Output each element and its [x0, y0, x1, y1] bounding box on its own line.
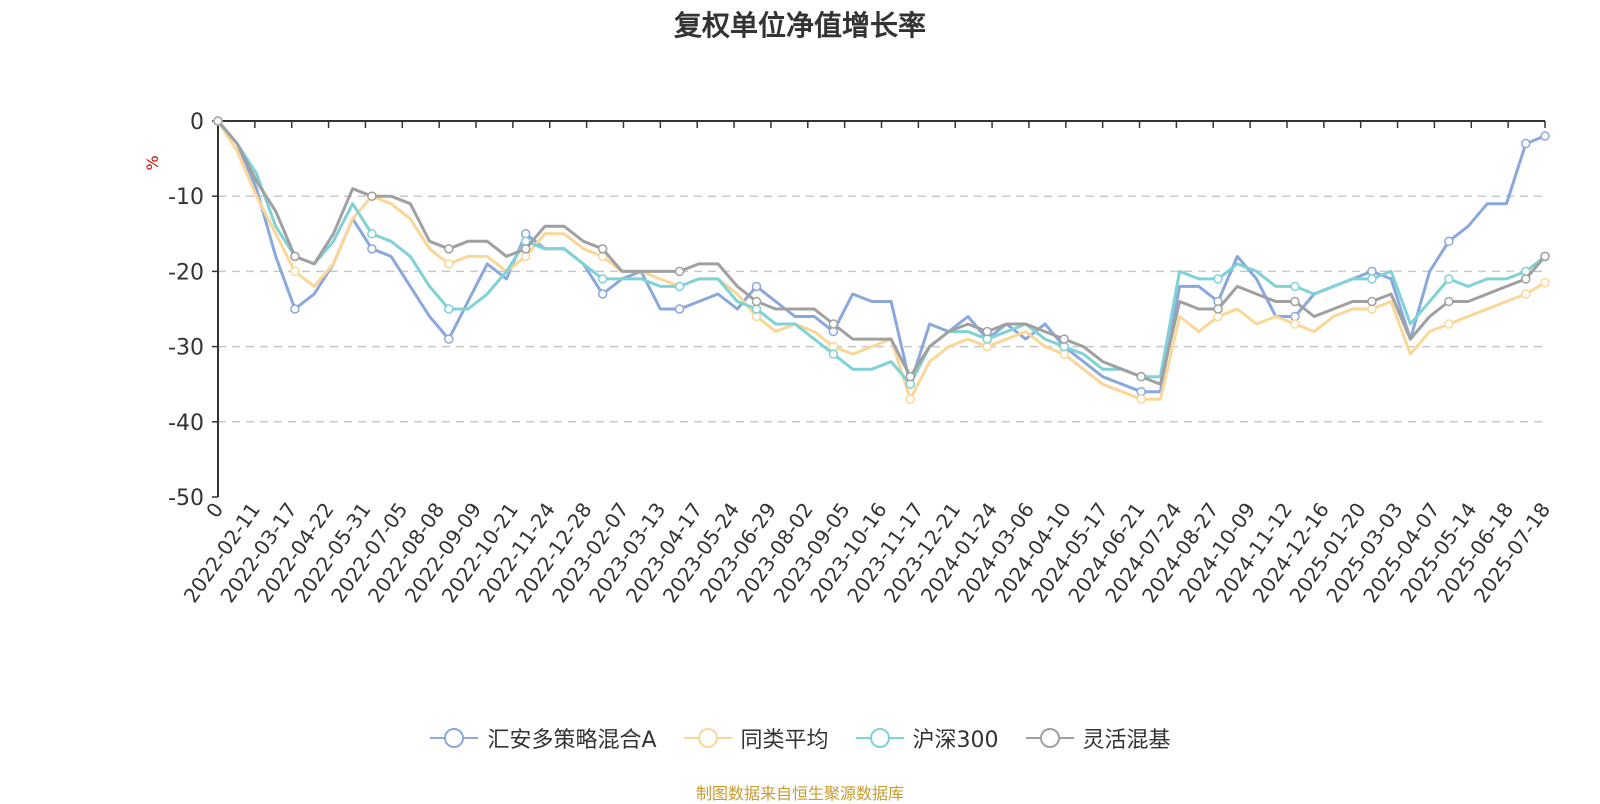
- series-point: [1521, 274, 1531, 284]
- series-point: [905, 371, 916, 382]
- series-point: [1444, 274, 1454, 284]
- series-point: [444, 334, 454, 344]
- legend-item-3[interactable]: 沪深300: [855, 722, 999, 754]
- grid-lines: [218, 195, 1545, 423]
- series-point: [1290, 281, 1300, 292]
- series-point: [1136, 371, 1146, 382]
- legend-label: 同类平均: [740, 728, 829, 753]
- series-point: [751, 296, 762, 307]
- series-point: [367, 191, 377, 201]
- y-tick-label: -40: [168, 411, 204, 436]
- series-point: [828, 349, 839, 359]
- series-point: [1521, 138, 1531, 149]
- series-point: [674, 281, 685, 292]
- series-lines: [213, 116, 1550, 404]
- series-point: [520, 244, 531, 254]
- series-point: [1213, 274, 1223, 284]
- series-line-1: [216, 120, 1546, 394]
- legend-marker-icon: [683, 728, 732, 748]
- series-point: [1367, 296, 1377, 307]
- series-point: [674, 304, 685, 314]
- legend-item-4[interactable]: 灵活混基: [1025, 722, 1171, 754]
- series-point: [905, 394, 916, 404]
- legend-label: 汇安多策略混合A: [487, 728, 657, 753]
- legend: 汇安多策略混合A 同类平均 沪深300 灵活混基: [0, 722, 1600, 754]
- y-tick-label: -20: [168, 260, 204, 285]
- y-axis-unit-label: %: [143, 155, 162, 170]
- series-line-4: [216, 120, 1547, 386]
- series-point: [1367, 274, 1377, 284]
- series-point: [1540, 251, 1550, 262]
- tick-labels: 0-10-20-30-40-5002022-02-112022-03-17202…: [168, 110, 1555, 607]
- series-point: [1444, 236, 1454, 247]
- y-tick-label: -50: [168, 486, 204, 511]
- legend-marker-icon: [855, 728, 904, 748]
- series-point: [597, 274, 608, 284]
- legend-item-2[interactable]: 同类平均: [683, 722, 829, 754]
- series-point: [367, 229, 377, 239]
- axes: [212, 120, 1546, 498]
- series-point: [1540, 277, 1550, 288]
- legend-marker-icon: [1025, 728, 1074, 748]
- legend-item-1[interactable]: 汇安多策略混合A: [429, 722, 657, 754]
- series-point: [213, 116, 223, 126]
- series-point: [674, 266, 685, 277]
- series-point: [982, 326, 993, 337]
- series-point: [1136, 394, 1146, 404]
- series-point: [751, 281, 762, 292]
- y-tick-label: -30: [168, 336, 204, 361]
- series-point: [828, 319, 839, 329]
- legend-marker-icon: [430, 728, 479, 748]
- series-point: [1290, 319, 1300, 329]
- series-point: [444, 259, 454, 269]
- series-line-3: [216, 120, 1546, 386]
- series-point: [444, 244, 454, 254]
- y-tick-label: -10: [168, 185, 204, 210]
- series-point: [290, 251, 300, 262]
- series-point: [597, 244, 608, 254]
- series-point: [1444, 319, 1454, 329]
- series-point: [1059, 334, 1069, 344]
- source-note: 制图数据来自恒生聚源数据库: [695, 784, 904, 803]
- legend-label: 灵活混基: [1082, 728, 1171, 753]
- chart-title: 复权单位净值增长率: [673, 9, 926, 42]
- y-tick-label: 0: [190, 110, 204, 135]
- legend-label: 沪深300: [912, 728, 999, 753]
- series-point: [290, 304, 300, 314]
- series-point: [1213, 304, 1223, 314]
- series-point: [444, 304, 454, 314]
- series-point: [1521, 289, 1531, 299]
- x-tick-label: 0: [201, 498, 228, 522]
- series-point: [290, 266, 300, 277]
- series-point: [1290, 296, 1300, 307]
- series-line-2: [216, 120, 1546, 401]
- series-point: [1540, 131, 1550, 141]
- series-point: [367, 244, 377, 254]
- series-point: [597, 289, 608, 299]
- series-point: [1444, 296, 1454, 307]
